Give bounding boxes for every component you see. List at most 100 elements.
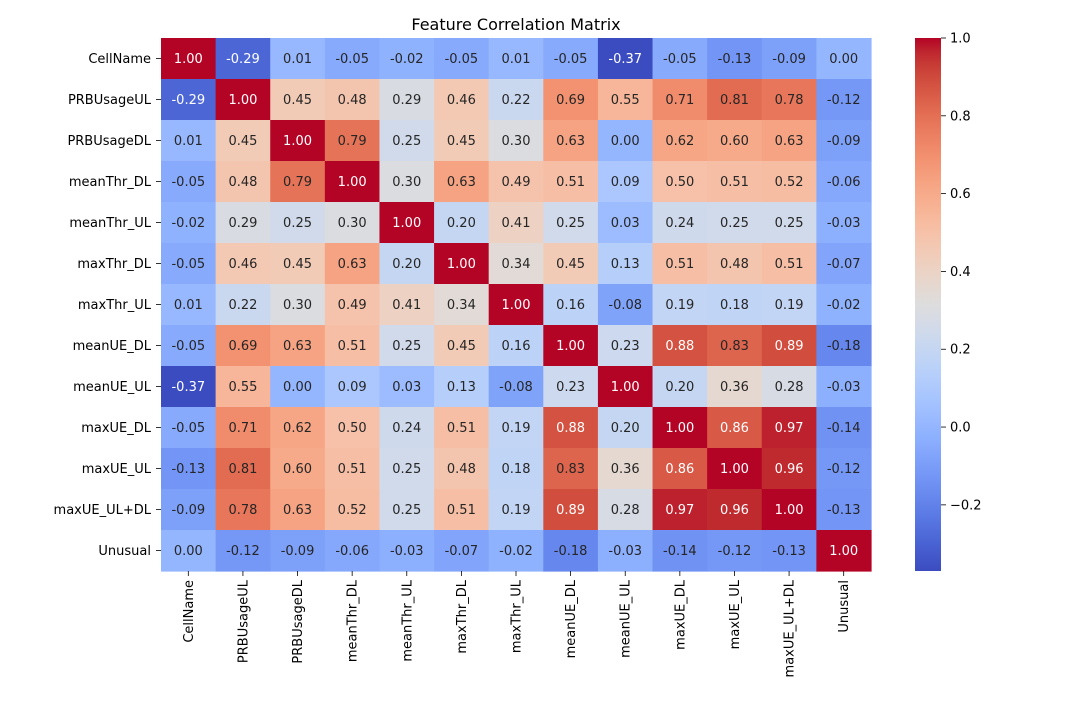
heatmap-cell xyxy=(324,325,381,367)
heatmap-cell xyxy=(761,325,817,367)
cell-value-label: -0.14 xyxy=(663,544,697,559)
cell-value-label: 0.01 xyxy=(174,134,203,149)
cell-value-label: 0.41 xyxy=(502,216,531,231)
cell-value-label: 0.51 xyxy=(775,257,804,272)
heatmap-cell xyxy=(270,202,326,244)
heatmap-cell xyxy=(707,366,763,408)
cell-value-label: -0.03 xyxy=(390,544,424,559)
cell-value-label: 0.00 xyxy=(829,52,858,67)
cell-value-label: 1.00 xyxy=(392,216,421,231)
heatmap-cell xyxy=(816,325,872,367)
cell-value-label: -0.05 xyxy=(171,421,205,436)
heatmap-cell xyxy=(488,489,544,531)
cell-value-label: 0.48 xyxy=(720,257,749,272)
cell-value-label: 0.01 xyxy=(174,298,203,313)
x-tick-label: PRBUsageDL xyxy=(291,579,306,663)
heatmap-cell xyxy=(707,38,763,80)
cell-value-label: 0.30 xyxy=(338,216,367,231)
chart-title: Feature Correlation Matrix xyxy=(411,15,620,34)
cell-value-label: -0.05 xyxy=(445,52,479,67)
heatmap-cell xyxy=(761,161,817,203)
heatmap-cell xyxy=(270,530,326,572)
heatmap-cell xyxy=(597,325,654,367)
heatmap-cell xyxy=(434,79,490,121)
cell-value-label: 0.48 xyxy=(228,175,257,190)
cell-value-label: 1.00 xyxy=(829,544,858,559)
cell-value-label: 0.88 xyxy=(556,421,585,436)
heatmap-cell xyxy=(434,161,490,203)
cell-value-label: -0.05 xyxy=(171,339,205,354)
cell-value-label: -0.18 xyxy=(827,339,861,354)
cell-value-label: -0.37 xyxy=(608,52,642,67)
cell-value-label: 1.00 xyxy=(283,134,312,149)
cell-value-label: 0.69 xyxy=(228,339,257,354)
heatmap-cell xyxy=(597,530,654,572)
heatmap-cell xyxy=(434,38,490,80)
heatmap-cell xyxy=(270,79,326,121)
heatmap-cell xyxy=(324,120,381,162)
cell-value-label: 0.30 xyxy=(502,134,531,149)
heatmap-cell xyxy=(761,366,817,408)
colorbar-tick-label: 0.4 xyxy=(950,265,971,280)
heatmap-cell xyxy=(379,161,435,203)
heatmap-cell xyxy=(161,448,217,490)
heatmap-cell xyxy=(761,407,817,449)
colorbar: 1.0 0.8 0.6 0.4 0.2 0.0 −0.2 xyxy=(915,32,982,571)
cell-value-label: 0.45 xyxy=(447,134,476,149)
heatmap-cell xyxy=(543,243,599,285)
heatmap-cell xyxy=(652,448,708,490)
cell-value-label: -0.12 xyxy=(718,544,752,559)
heatmap-cell xyxy=(652,366,708,408)
heatmap-cell xyxy=(597,243,654,285)
heatmap-cell xyxy=(652,325,708,367)
heatmap-cell xyxy=(488,79,544,121)
cell-value-label: 1.00 xyxy=(775,503,804,518)
cell-value-label: 0.29 xyxy=(392,93,421,108)
cell-value-label: 0.51 xyxy=(720,175,749,190)
cell-value-label: -0.14 xyxy=(827,421,861,436)
cell-value-label: 0.63 xyxy=(447,175,476,190)
cell-value-label: 0.41 xyxy=(392,298,421,313)
heatmap-cell xyxy=(816,38,872,80)
cell-value-label: 0.00 xyxy=(283,380,312,395)
colorbar-tick-label: 0.6 xyxy=(950,187,971,202)
cell-value-label: 0.63 xyxy=(556,134,585,149)
cell-value-label: 0.46 xyxy=(228,257,257,272)
heatmap-cell xyxy=(215,243,271,285)
heatmap-cell xyxy=(707,489,763,531)
cell-value-label: 0.51 xyxy=(556,175,585,190)
x-tick-label: meanUE_UL xyxy=(619,579,634,658)
heatmap-cell xyxy=(161,489,217,531)
cell-value-label: -0.05 xyxy=(335,52,369,67)
heatmap-cell xyxy=(597,79,654,121)
cell-value-label: -0.09 xyxy=(171,503,205,518)
heatmap-cell xyxy=(215,202,271,244)
heatmap-cell xyxy=(434,530,490,572)
cell-value-label: 0.20 xyxy=(611,421,640,436)
cell-value-label: -0.13 xyxy=(171,462,205,477)
heatmap-cell xyxy=(161,366,217,408)
heatmap-cell xyxy=(707,530,763,572)
cell-value-label: 0.28 xyxy=(775,380,804,395)
cell-value-label: 0.25 xyxy=(283,216,312,231)
cell-value-label: 0.79 xyxy=(283,175,312,190)
cell-value-label: 0.28 xyxy=(611,503,640,518)
cell-value-label: 0.49 xyxy=(502,175,531,190)
heatmap-cell xyxy=(379,79,435,121)
heatmap-cell xyxy=(434,120,490,162)
heatmap-cell xyxy=(270,38,326,80)
cell-value-label: -0.29 xyxy=(171,93,205,108)
cell-value-label: 0.89 xyxy=(775,339,804,354)
cell-value-label: 1.00 xyxy=(228,93,257,108)
heatmap-cell xyxy=(215,161,271,203)
cell-value-label: 0.63 xyxy=(283,503,312,518)
cell-value-label: 0.25 xyxy=(775,216,804,231)
heatmap-cell xyxy=(379,366,435,408)
cell-value-label: 0.16 xyxy=(556,298,585,313)
cell-value-label: 0.20 xyxy=(392,257,421,272)
heatmap-cell xyxy=(379,120,435,162)
cell-value-label: 0.03 xyxy=(392,380,421,395)
x-tick-label: meanThr_UL xyxy=(400,579,415,661)
x-tick-label: maxUE_UL+DL xyxy=(783,579,798,677)
cell-value-label: 0.86 xyxy=(720,421,749,436)
